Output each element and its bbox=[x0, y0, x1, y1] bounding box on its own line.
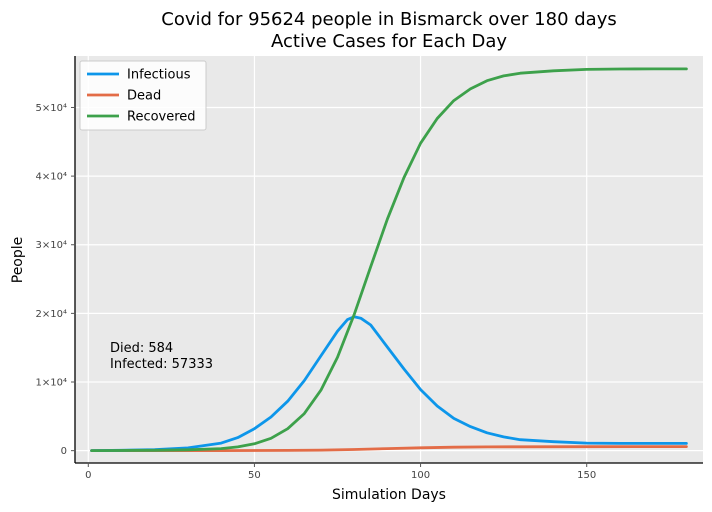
legend-box bbox=[79, 60, 207, 131]
y-tick-label: 4×10⁴ bbox=[36, 172, 67, 183]
legend-label-dead: Dead bbox=[127, 89, 161, 104]
x-tick-label: 150 bbox=[577, 470, 596, 481]
chart-title: Covid for 95624 people in Bismarck over … bbox=[161, 9, 616, 30]
y-tick-label: 0 bbox=[61, 446, 67, 457]
series-line-recovered bbox=[90, 67, 688, 452]
x-tick-label: 0 bbox=[85, 470, 91, 481]
series-line-dead bbox=[90, 445, 688, 452]
y-tick-label: 2×10⁴ bbox=[36, 309, 67, 320]
series-line-infectious bbox=[90, 315, 688, 452]
y-tick-label: 1×10⁴ bbox=[36, 378, 67, 389]
legend: Infectious Dead Recovered bbox=[79, 60, 207, 131]
annotation-infected: Infected: 57333 bbox=[110, 357, 213, 372]
chart-subtitle: Active Cases for Each Day bbox=[271, 31, 507, 52]
y-tick-label: 5×10⁴ bbox=[36, 103, 67, 114]
y-tick-label: 3×10⁴ bbox=[36, 240, 67, 251]
y-ticks: 0 1×10⁴ 2×10⁴ 3×10⁴ 4×10⁴ 5×10⁴ bbox=[36, 103, 75, 457]
x-tick-label: 100 bbox=[411, 470, 430, 481]
y-axis-label: People bbox=[10, 237, 26, 284]
annotation-died: Died: 584 bbox=[110, 341, 173, 356]
x-ticks: 0 50 100 150 bbox=[85, 463, 596, 481]
legend-label-recovered: Recovered bbox=[127, 110, 196, 125]
x-tick-label: 50 bbox=[248, 470, 261, 481]
series-lines bbox=[90, 67, 688, 452]
legend-label-infectious: Infectious bbox=[127, 68, 191, 83]
x-axis-label: Simulation Days bbox=[332, 487, 446, 503]
gridlines bbox=[75, 56, 703, 463]
